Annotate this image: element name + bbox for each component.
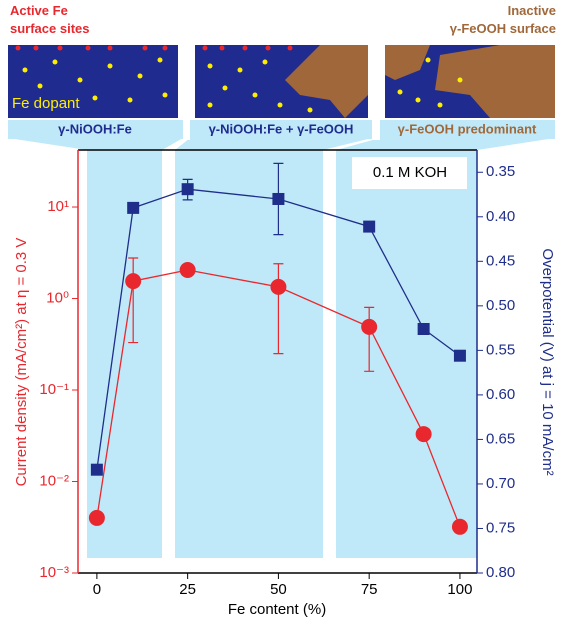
panel-1: Fe dopant <box>8 45 178 118</box>
y2-tick-label: 0.35 <box>486 163 515 180</box>
label-line: Active Fe <box>10 3 68 18</box>
marker <box>363 220 376 233</box>
x-axis-label: Fe content (%) <box>228 601 326 618</box>
dopant-dots <box>22 57 168 103</box>
feooh-domain <box>435 45 555 118</box>
y-tick-label: 10⁻³ <box>39 564 69 581</box>
marker <box>88 509 105 526</box>
y2-tick-label: 0.50 <box>486 297 515 314</box>
region <box>336 120 555 558</box>
error-bar <box>128 257 139 344</box>
region <box>8 120 183 558</box>
annotation: 0.1 M KOH <box>373 164 447 181</box>
error-bar <box>364 306 375 372</box>
caption: γ-NiOOH:Fe + γ-FeOOH <box>209 121 354 136</box>
y2-tick-label: 0.40 <box>486 208 515 225</box>
x-tick-label: 100 <box>447 581 472 598</box>
feooh-domain <box>285 45 368 118</box>
active-label: Active Fe surface sites <box>10 3 90 36</box>
x-tick-label: 75 <box>361 581 378 598</box>
x-tick-label: 25 <box>179 581 196 598</box>
y-tick-label: 10⁰ <box>46 289 69 306</box>
label-line: γ-FeOOH surface <box>450 21 556 36</box>
x-tick-label: 0 <box>93 581 101 598</box>
y-tick-label: 10⁻² <box>39 472 69 489</box>
surface-dots <box>15 45 168 51</box>
marker <box>125 273 142 290</box>
y2-tick-label: 0.80 <box>486 564 515 581</box>
marker <box>181 183 194 196</box>
y-tick-label: 10¹ <box>47 198 69 215</box>
y2-tick-label: 0.45 <box>486 252 515 269</box>
dopant-dots <box>397 57 463 108</box>
caption: γ-FeOOH predominant <box>398 121 537 136</box>
marker <box>451 518 468 535</box>
y2-tick-label: 0.55 <box>486 341 515 358</box>
region <box>175 120 372 558</box>
surface-dots <box>202 45 293 51</box>
y2-tick-label: 0.65 <box>486 430 515 447</box>
panel-3 <box>385 45 555 118</box>
dopant-dots <box>207 59 313 113</box>
caption: γ-NiOOH:Fe <box>58 121 132 136</box>
error-bar <box>273 263 284 355</box>
shading <box>8 118 555 558</box>
marker <box>417 322 430 335</box>
label-line: surface sites <box>10 21 90 36</box>
y-tick-label: 10⁻¹ <box>39 381 69 398</box>
marker <box>453 349 466 362</box>
marker <box>415 426 432 443</box>
x-tick-label: 50 <box>270 581 287 598</box>
marker <box>127 201 140 214</box>
y2-tick-label: 0.60 <box>486 386 515 403</box>
y2-tick-label: 0.70 <box>486 475 515 492</box>
panel-2 <box>195 45 368 118</box>
inactive-label: Inactive γ-FeOOH surface <box>450 3 556 36</box>
y2-axis-label: Overpotential (V) at j = 10 mA/cm² <box>539 248 556 475</box>
feooh-domain <box>385 45 430 80</box>
gap <box>372 118 380 140</box>
dopant-label: Fe dopant <box>12 95 80 112</box>
marker <box>270 278 287 295</box>
gap <box>183 118 190 140</box>
panel <box>8 45 178 118</box>
marker <box>90 463 103 476</box>
marker <box>179 261 196 278</box>
marker <box>361 318 378 335</box>
y2-tick-label: 0.75 <box>486 519 515 536</box>
y-axis-label: Current density (mA/cm²) at η = 0.3 V <box>13 238 30 487</box>
annotation-box <box>352 157 467 189</box>
label-line: Inactive <box>508 3 556 18</box>
marker <box>272 192 285 205</box>
